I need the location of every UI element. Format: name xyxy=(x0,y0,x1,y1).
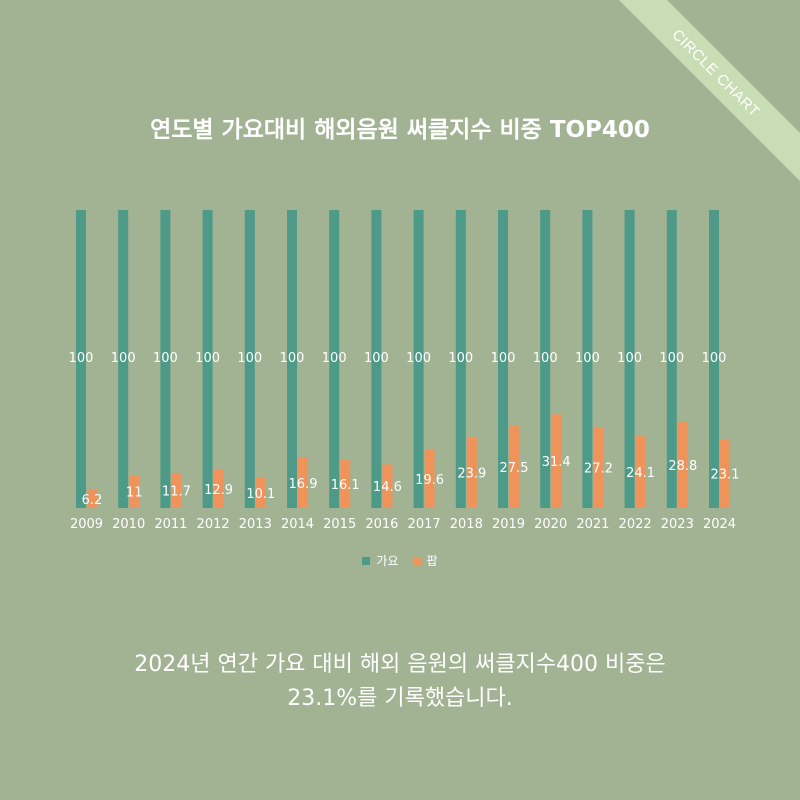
legend-item-pop: 팝 xyxy=(412,552,438,569)
bar-pop xyxy=(509,426,519,508)
bar-pop xyxy=(677,422,688,508)
data-label-pop: 24.1 xyxy=(626,466,655,481)
x-tick-label: 2015 xyxy=(323,517,356,532)
bar-pop xyxy=(424,449,435,508)
data-label-pop: 10.1 xyxy=(246,487,275,502)
chart-legend: 가요 팝 xyxy=(0,552,800,569)
bar-pop xyxy=(129,475,140,508)
x-tick-label: 2016 xyxy=(365,517,398,532)
x-tick-label: 2024 xyxy=(703,517,736,532)
x-tick-label: 2021 xyxy=(576,517,609,532)
bar-gayo xyxy=(202,210,213,508)
data-label-gayo: 100 xyxy=(702,351,727,366)
x-tick-label: 2019 xyxy=(492,517,525,532)
data-label-gayo: 100 xyxy=(448,351,473,366)
x-tick-label: 2018 xyxy=(450,517,483,532)
bar-pop xyxy=(635,436,646,508)
legend-label-pop: 팝 xyxy=(426,554,438,568)
data-label-pop: 19.6 xyxy=(415,473,444,488)
bar-gayo xyxy=(160,210,171,508)
data-label-pop: 6.2 xyxy=(82,493,103,508)
data-label-pop: 12.9 xyxy=(204,483,233,498)
x-tick-label: 2014 xyxy=(281,517,314,532)
data-label-gayo: 100 xyxy=(69,351,94,366)
data-label-gayo: 100 xyxy=(617,351,642,366)
bar-pop xyxy=(171,473,182,508)
bar-pop xyxy=(255,477,266,508)
chart-title: 연도별 가요대비 해외음원 써클지수 비중 TOP400 xyxy=(150,117,650,143)
bar-gayo xyxy=(709,210,719,508)
legend-item-gayo: 가요 xyxy=(362,552,399,569)
bar-gayo xyxy=(624,210,635,508)
data-label-gayo: 100 xyxy=(153,351,178,366)
bar-gayo xyxy=(76,210,86,508)
bar-pop xyxy=(593,426,604,508)
data-label-pop: 27.2 xyxy=(584,461,613,476)
data-label-gayo: 100 xyxy=(406,351,431,366)
data-label-gayo: 100 xyxy=(280,351,305,366)
data-label-gayo: 100 xyxy=(195,351,220,366)
x-tick-label: 2023 xyxy=(661,517,694,532)
bar-gayo xyxy=(498,210,508,508)
data-label-gayo: 100 xyxy=(364,351,389,366)
bar-pop xyxy=(298,457,308,508)
bar-gayo xyxy=(540,210,551,508)
x-tick-label: 2020 xyxy=(534,517,567,532)
data-label-pop: 27.5 xyxy=(500,461,529,476)
data-label-pop: 11 xyxy=(126,486,143,501)
summary-caption: 2024년 연간 가요 대비 해외 음원의 써클지수400 비중은 23.1%를… xyxy=(0,648,800,716)
bar-gayo xyxy=(244,210,255,508)
bar-pop xyxy=(340,460,351,508)
data-label-gayo: 100 xyxy=(659,351,684,366)
x-tick-label: 2011 xyxy=(154,517,187,532)
data-label-gayo: 100 xyxy=(533,351,558,366)
bar-pop xyxy=(87,489,97,508)
data-label-pop: 28.8 xyxy=(668,459,697,474)
x-tick-label: 2013 xyxy=(239,517,272,532)
data-label-gayo: 100 xyxy=(491,351,516,366)
bar-pop xyxy=(382,464,393,508)
x-tick-label: 2009 xyxy=(70,517,103,532)
data-label-pop: 16.9 xyxy=(289,477,318,492)
x-tick-label: 2010 xyxy=(112,517,145,532)
x-tick-label: 2012 xyxy=(197,517,230,532)
x-tick-label: 2022 xyxy=(619,517,652,532)
bar-pop xyxy=(466,436,477,508)
bar-gayo xyxy=(329,210,340,508)
bar-gayo xyxy=(371,210,382,508)
x-tick-label: 2017 xyxy=(408,517,441,532)
legend-swatch-pop xyxy=(412,556,421,565)
bar-gayo xyxy=(118,210,129,508)
data-label-gayo: 100 xyxy=(111,351,136,366)
data-label-gayo: 100 xyxy=(237,351,262,366)
bar-gayo xyxy=(287,210,297,508)
bar-gayo xyxy=(455,210,466,508)
data-label-pop: 31.4 xyxy=(542,455,571,470)
bar-pop xyxy=(551,414,562,508)
bar-pop xyxy=(213,469,224,508)
data-label-pop: 23.1 xyxy=(711,468,740,483)
bar-gayo xyxy=(582,210,593,508)
legend-swatch-gayo xyxy=(362,556,371,565)
data-label-pop: 14.6 xyxy=(373,480,402,495)
data-label-gayo: 100 xyxy=(575,351,600,366)
bar-gayo xyxy=(413,210,424,508)
legend-label-gayo: 가요 xyxy=(376,554,399,568)
data-label-pop: 23.9 xyxy=(457,466,486,481)
bar-pop xyxy=(720,439,730,508)
data-label-pop: 16.1 xyxy=(331,478,360,493)
data-label-pop: 11.7 xyxy=(162,485,191,500)
caption-line-1: 2024년 연간 가요 대비 해외 음원의 써클지수400 비중은 xyxy=(134,652,666,677)
data-label-gayo: 100 xyxy=(322,351,347,366)
caption-line-2: 23.1%를 기록했습니다. xyxy=(287,686,513,711)
bar-gayo xyxy=(666,210,677,508)
